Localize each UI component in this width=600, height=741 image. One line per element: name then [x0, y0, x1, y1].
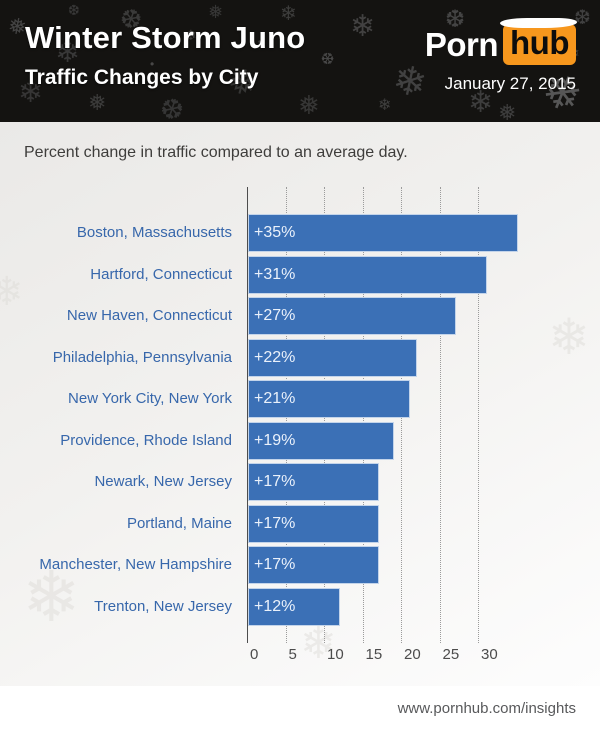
snowflake-icon: ❄ — [350, 10, 376, 43]
snowflake-icon: ❅ — [298, 90, 320, 120]
bar: +21% — [248, 380, 410, 418]
bar: +17% — [248, 546, 379, 584]
page-title: Winter Storm Juno — [25, 20, 306, 55]
snowflake-icon: ❆ — [316, 48, 338, 71]
bar: +17% — [248, 504, 379, 543]
x-tick-label: 30 — [481, 646, 498, 663]
logo-hub-label: hub — [510, 24, 569, 61]
bar-category-label: Philadelphia, Pennsylvania — [52, 348, 232, 366]
bar-value-label: +17% — [254, 556, 296, 573]
bar: +35% — [248, 214, 518, 252]
x-tick-label: 5 — [288, 646, 297, 663]
x-tick-label: 10 — [327, 646, 344, 663]
pornhub-logo: Porn hub — [424, 18, 578, 65]
snowflake-icon: ❄ — [378, 97, 392, 114]
bar: +31% — [248, 255, 487, 294]
bar-value-label: +12% — [254, 597, 296, 615]
bar-category-label: New York City, New York — [68, 390, 232, 407]
bar-category-label: Manchester, New Hampshire — [39, 556, 232, 573]
bar-value-label: +17% — [254, 473, 296, 490]
bar-value-label: +19% — [254, 431, 296, 449]
gridline — [439, 187, 441, 643]
x-tick-label: 25 — [442, 646, 460, 663]
bar-value-label: +22% — [254, 348, 296, 366]
snowflake-icon: ❅ — [498, 100, 517, 123]
bar-value-label: +17% — [254, 514, 296, 532]
snowflake-icon: ❆ — [574, 7, 591, 29]
snowflake-icon: ❅ — [208, 2, 224, 22]
x-tick-label: 0 — [250, 646, 259, 663]
bar-category-label: Boston, Massachusetts — [76, 224, 232, 241]
bar-value-label: +27% — [254, 307, 296, 324]
logo-text-hub: hub — [500, 18, 578, 65]
bar-chart: 0 5 10 15 20 25 30 Boston, Massachusetts +35% Har… — [0, 122, 600, 686]
bar-category-label: New Haven, Connecticut — [66, 307, 232, 324]
bar-category-label: Providence, Rhode Island — [60, 431, 232, 449]
page-subtitle: Traffic Changes by City — [25, 66, 259, 89]
bar-category-label: Portland, Maine — [126, 514, 232, 532]
bar: +27% — [248, 297, 456, 335]
chart-description: Percent change in traffic compared to an… — [24, 144, 408, 161]
bar-value-label: +31% — [254, 265, 296, 283]
snowflake-icon: ❆ — [155, 91, 188, 122]
x-tick-label: 20 — [404, 646, 421, 663]
snowflake-icon: ❆ — [68, 2, 80, 18]
bar: +22% — [248, 338, 418, 377]
snowflake-icon: ❅ — [88, 90, 107, 115]
chart-area: ❄ ❄ ❄ ❄ Percent change in traffic compared … — [0, 122, 600, 686]
bar-value-label: +35% — [254, 224, 296, 241]
bar: +12% — [248, 587, 341, 626]
logo-text-porn: Porn — [424, 25, 499, 63]
header-text: Winter Storm Juno Traffic Changes by Cit… — [25, 20, 305, 90]
header-date: January 27, 2015 — [444, 74, 576, 93]
bar: +17% — [248, 463, 379, 501]
header: ❅❄❆❄❅❄❆❄❅❄❆❄❅❄❆❄❅•••❆❅❄❆❄❅ Winter Storm … — [0, 0, 600, 122]
bar-category-label: Hartford, Connecticut — [90, 265, 232, 283]
bar-category-label: Trenton, New Jersey — [94, 597, 232, 615]
header-right: Porn hub January 27, 2015 — [424, 18, 578, 94]
bar: +19% — [248, 421, 395, 460]
y-axis-line — [247, 187, 248, 643]
footer: www.pornhub.com/insights — [0, 686, 600, 741]
snow-cap-icon — [500, 18, 578, 28]
footer-url: www.pornhub.com/insights — [397, 700, 576, 717]
bar-category-label: Newark, New Jersey — [94, 473, 232, 490]
bar-value-label: +21% — [254, 390, 296, 407]
x-tick-label: 15 — [365, 646, 383, 663]
gridline — [478, 187, 479, 643]
